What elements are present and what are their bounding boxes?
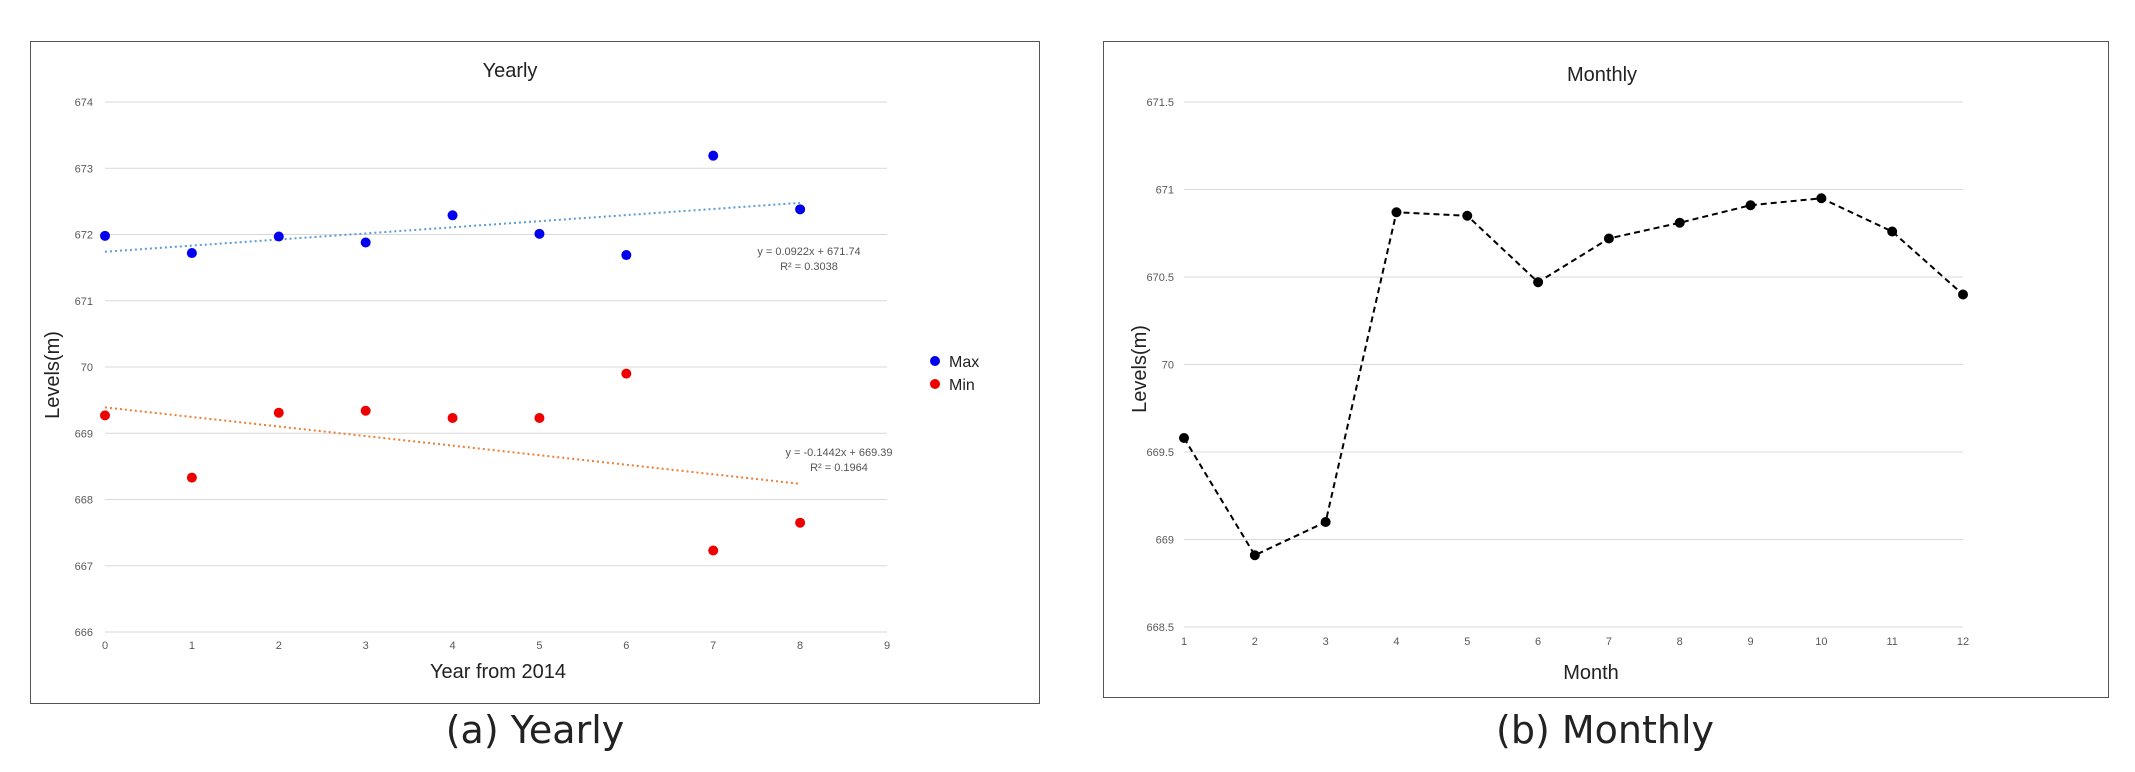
monthly-data-point xyxy=(1958,289,1968,300)
monthly-chart-panel: Monthly 668.5 669 669.5 70 670.5 671 671.5 1 2 3 4… xyxy=(1103,41,2109,698)
legend-max-label: Max xyxy=(949,354,979,371)
monthly-data-point xyxy=(1462,210,1473,221)
min-data-point xyxy=(100,410,110,421)
yearly-chart-title: Yearly xyxy=(483,60,538,82)
caption-yearly: (a) Yearly xyxy=(445,708,625,752)
max-data-point xyxy=(186,248,197,259)
monthly-y-tick-label: 669 xyxy=(1156,535,1174,547)
monthly-x-tick-label: 11 xyxy=(1886,636,1897,648)
min-data-point xyxy=(708,545,719,556)
monthly-x-tick-label: 9 xyxy=(1747,636,1753,648)
min-trendline-r2: R² = 0.1964 xyxy=(810,462,868,474)
max-data-point xyxy=(621,250,632,261)
yearly-x-tick-label: 5 xyxy=(536,640,542,652)
monthly-x-tick-label: 8 xyxy=(1677,636,1683,648)
yearly-y-tick-label: 667 xyxy=(75,561,93,573)
monthly-x-axis-label: Month xyxy=(1563,662,1619,684)
max-trendline xyxy=(104,201,801,253)
min-data-point xyxy=(534,413,545,424)
monthly-x-tick-label: 2 xyxy=(1252,636,1258,648)
yearly-x-tick-label: 4 xyxy=(449,640,455,652)
yearly-y-tick-label: 70 xyxy=(81,362,93,374)
min-data-point xyxy=(621,368,632,379)
caption-monthly: (b) Monthly xyxy=(1496,708,1714,752)
yearly-y-tick-label: 669 xyxy=(75,428,93,440)
max-trendline-equation: y = 0.0922x + 671.74 xyxy=(757,246,860,258)
yearly-x-tick-label: 2 xyxy=(276,640,282,652)
legend-min-label: Min xyxy=(949,377,975,394)
yearly-y-tick-label: 668 xyxy=(75,495,93,507)
legend-max-marker xyxy=(930,356,940,366)
monthly-x-tick-label: 10 xyxy=(1815,636,1827,648)
yearly-x-tick-label: 0 xyxy=(102,640,108,652)
monthly-series-line xyxy=(1183,197,1964,557)
monthly-data-point xyxy=(1816,193,1827,204)
max-data-point xyxy=(273,231,284,242)
min-data-point xyxy=(795,517,806,528)
monthly-x-tick-label: 4 xyxy=(1393,636,1399,648)
monthly-y-axis-label: Levels(m) xyxy=(1129,325,1151,413)
monthly-data-point xyxy=(1533,277,1544,288)
legend-min-marker xyxy=(930,379,940,389)
monthly-y-tick-label: 668.5 xyxy=(1146,622,1174,634)
yearly-x-tick-label: 6 xyxy=(623,640,629,652)
yearly-x-tick-label: 9 xyxy=(884,640,890,652)
yearly-x-tick-label: 3 xyxy=(363,640,369,652)
monthly-y-tick-label: 670.5 xyxy=(1146,272,1174,284)
yearly-y-tick-label: 673 xyxy=(75,163,93,175)
monthly-data-point xyxy=(1320,517,1331,527)
min-data-point xyxy=(186,472,197,483)
monthly-data-point xyxy=(1249,550,1260,561)
yearly-chart: Yearly 666 667 668 669 70 671 672 673 674 0 1 2 3 4 5 6… xyxy=(42,60,979,683)
min-trendline xyxy=(104,406,801,485)
min-data-point xyxy=(447,413,458,424)
max-data-point xyxy=(360,237,371,248)
yearly-x-tick-label: 8 xyxy=(797,640,803,652)
monthly-data-point xyxy=(1887,226,1898,237)
monthly-x-tick-label: 1 xyxy=(1181,636,1187,648)
yearly-y-axis-label: Levels(m) xyxy=(42,331,64,419)
monthly-data-point xyxy=(1391,207,1402,218)
yearly-y-tick-label: 666 xyxy=(75,627,93,639)
max-trendline-r2: R² = 0.3038 xyxy=(780,261,838,273)
monthly-y-tick-label: 669.5 xyxy=(1146,447,1174,459)
max-data-point xyxy=(100,230,110,241)
monthly-x-tick-label: 5 xyxy=(1464,636,1470,648)
yearly-y-tick-label: 672 xyxy=(75,230,93,242)
monthly-x-tick-label: 3 xyxy=(1323,636,1329,648)
monthly-x-tick-label: 7 xyxy=(1606,636,1612,648)
monthly-data-point xyxy=(1674,217,1685,228)
monthly-data-point xyxy=(1179,433,1189,443)
max-data-point xyxy=(447,210,458,221)
max-data-point xyxy=(534,228,545,239)
max-data-point xyxy=(795,204,806,215)
monthly-chart-title: Monthly xyxy=(1567,64,1637,86)
yearly-x-tick-label: 1 xyxy=(189,640,195,652)
monthly-y-tick-label: 671.5 xyxy=(1146,97,1174,109)
yearly-x-tick-label: 7 xyxy=(710,640,716,652)
monthly-x-tick-label: 6 xyxy=(1535,636,1541,648)
monthly-data-point xyxy=(1745,200,1756,211)
yearly-legend: Max Min xyxy=(930,354,979,394)
monthly-y-tick-label: 671 xyxy=(1156,185,1174,197)
yearly-chart-panel: Yearly 666 667 668 669 70 671 672 673 674 0 1 2 3 4 5 6… xyxy=(30,41,1040,704)
min-data-point xyxy=(273,407,284,418)
max-data-point xyxy=(708,150,719,161)
yearly-x-axis-label: Year from 2014 xyxy=(430,661,566,683)
monthly-data-point xyxy=(1603,233,1614,244)
monthly-x-tick-label: 12 xyxy=(1957,636,1969,648)
min-data-point xyxy=(360,405,371,416)
monthly-y-tick-label: 70 xyxy=(1162,360,1174,372)
min-trendline-equation: y = -0.1442x + 669.39 xyxy=(785,447,892,459)
yearly-y-tick-label: 674 xyxy=(75,97,93,109)
yearly-y-tick-label: 671 xyxy=(75,296,93,308)
